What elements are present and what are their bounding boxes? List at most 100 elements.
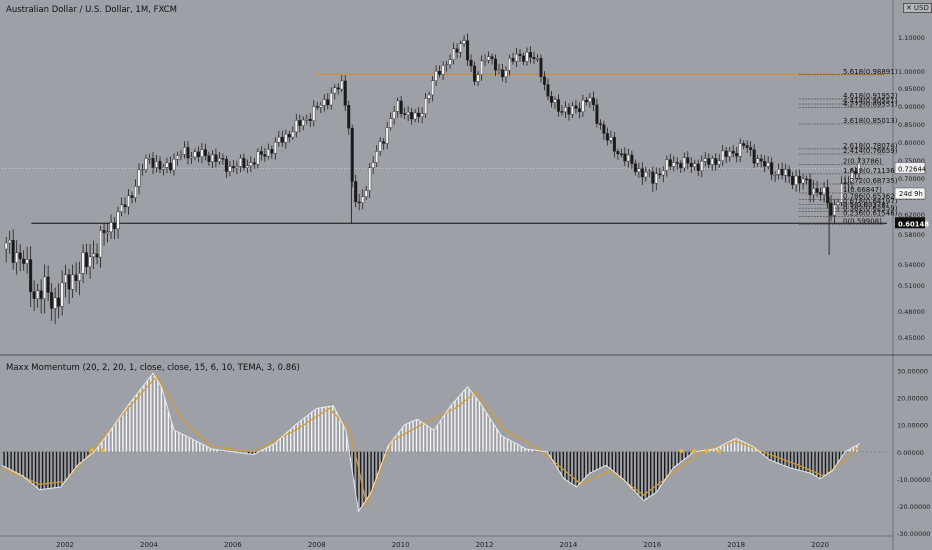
candle-body <box>326 99 330 106</box>
candle-body <box>85 252 89 267</box>
candle-body <box>731 151 735 154</box>
candle-body <box>508 58 512 71</box>
candle-body <box>18 252 22 260</box>
candle-body <box>735 153 739 157</box>
candle-body <box>595 104 599 124</box>
price-tick-label: 0.51000 <box>898 282 925 290</box>
countdown-label: 24d 9h <box>899 190 923 198</box>
candle-body <box>707 158 711 165</box>
time-tick-label: 2006 <box>224 541 242 549</box>
candle-body <box>448 59 452 65</box>
candle-body <box>109 222 113 233</box>
candle-body <box>375 151 379 163</box>
candle-body <box>679 163 683 169</box>
candle-body <box>406 112 410 115</box>
time-tick-label: 2018 <box>727 541 745 549</box>
candle-body <box>602 124 606 134</box>
candle-body <box>193 151 197 158</box>
fib-level-label: 0.5(0.63378) <box>843 201 889 209</box>
candle-body <box>504 70 508 78</box>
candle-body <box>186 147 190 159</box>
indicator-tick-label: 30.00000 <box>897 368 928 376</box>
candle-body <box>123 204 127 208</box>
candle-body <box>528 52 532 58</box>
candle-body <box>319 105 323 108</box>
candle-body <box>8 239 12 244</box>
candle-body <box>64 274 68 284</box>
candle-body <box>574 105 578 109</box>
candle-body <box>392 111 396 119</box>
candle-body <box>350 127 354 182</box>
candle-body <box>200 149 204 158</box>
candle-body <box>161 167 165 170</box>
currency-badge[interactable]: ✕ USD <box>903 3 932 13</box>
fib-level-label: 5.618(0.98891) <box>843 68 898 76</box>
cross-marker <box>717 448 722 453</box>
candle-body <box>277 136 281 143</box>
time-tick-label: 2002 <box>56 541 74 549</box>
candle-body <box>745 145 749 148</box>
candle-body <box>714 158 718 165</box>
price-tick-label: 0.62000 <box>898 211 925 219</box>
candle-body <box>273 141 277 154</box>
candle-body <box>452 48 456 61</box>
candle-body <box>242 157 246 168</box>
candle-body <box>459 43 463 53</box>
candle-body <box>102 230 106 234</box>
candle-body <box>773 174 777 176</box>
fib-level-label: 4.272(0.89551) <box>843 101 898 109</box>
candle-body <box>165 162 169 168</box>
candle-body <box>368 167 372 191</box>
candle-body <box>210 154 214 162</box>
candle-body <box>815 188 819 193</box>
candle-body <box>92 253 96 257</box>
candle-body <box>640 168 644 178</box>
candle-body <box>256 151 260 165</box>
candle-body <box>805 178 809 181</box>
candle-body <box>60 282 64 307</box>
candle-body <box>612 136 616 152</box>
candle-body <box>420 113 424 117</box>
candle-body <box>791 175 795 185</box>
candle-body <box>445 64 449 66</box>
candle-body <box>357 201 361 204</box>
candle-body <box>710 158 714 165</box>
indicator-tick-label: -30.00000 <box>897 530 930 538</box>
candle-body <box>588 97 592 103</box>
support-price-badge <box>895 217 925 229</box>
candle-body <box>721 150 725 161</box>
candle-body <box>127 195 131 208</box>
candle-body <box>46 276 50 293</box>
candle-body <box>224 158 228 172</box>
candle-body <box>473 65 477 82</box>
candle-body <box>490 56 494 60</box>
candle-body <box>4 242 8 250</box>
candle-body <box>53 297 57 309</box>
price-tick-label: 0.85000 <box>898 121 925 129</box>
candle-body <box>361 196 365 203</box>
candle-body <box>546 84 550 97</box>
price-tick-label: 1.10000 <box>898 34 925 42</box>
candle-body <box>291 131 295 138</box>
candle-body <box>812 188 816 196</box>
candle-body <box>382 141 386 144</box>
fib-level-label: 1.618(0.71136) <box>843 167 898 175</box>
candle-body <box>266 149 270 157</box>
candle-body <box>661 170 665 176</box>
fib-level-label: 1(0.66847) <box>843 186 882 194</box>
candle-body <box>777 168 781 175</box>
candle-body <box>99 230 103 258</box>
candle-body <box>294 120 298 133</box>
candle-body <box>700 161 704 171</box>
candle-body <box>854 171 858 174</box>
cross-marker <box>692 448 697 453</box>
candle-body <box>637 168 641 173</box>
candle-body <box>466 40 470 61</box>
candle-body <box>25 259 29 264</box>
candle-body <box>756 158 760 164</box>
time-tick-label: 2004 <box>140 541 158 549</box>
candle-body <box>106 231 110 234</box>
candle-body <box>462 40 466 44</box>
candle-body <box>633 163 637 173</box>
